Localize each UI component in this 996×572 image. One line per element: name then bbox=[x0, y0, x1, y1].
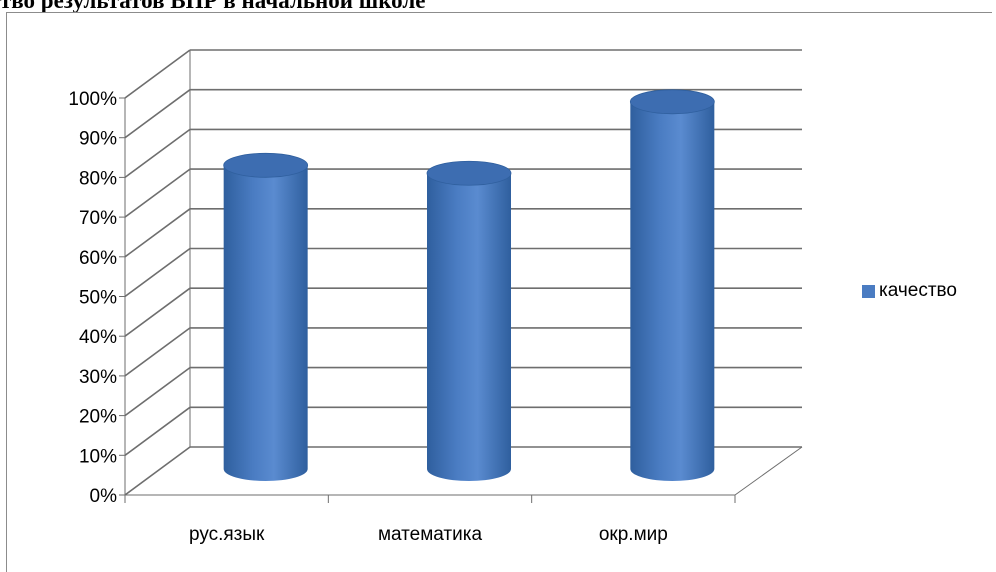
x-tick-label: окр.мир bbox=[599, 524, 668, 545]
gridline-diagonal bbox=[124, 49, 191, 99]
floor-right-edge bbox=[734, 446, 803, 496]
y-tick-label: 90% bbox=[79, 129, 117, 150]
y-tick-label: 60% bbox=[79, 248, 117, 269]
y-tick-label: 10% bbox=[79, 446, 117, 467]
y-tick-label: 30% bbox=[79, 367, 117, 388]
y-tick-label: 20% bbox=[79, 407, 117, 428]
gridline-diagonal bbox=[124, 89, 191, 139]
chart-frame bbox=[6, 12, 992, 572]
gridline-diagonal bbox=[124, 446, 191, 496]
chart-title: тво результатов ВПР в начальной школе bbox=[0, 0, 426, 13]
y-tick-label: 0% bbox=[90, 486, 118, 507]
bar bbox=[223, 165, 308, 481]
gridline-diagonal bbox=[124, 247, 191, 298]
bar bbox=[427, 173, 511, 481]
bar bbox=[630, 101, 715, 482]
y-tick-label: 70% bbox=[79, 208, 117, 229]
bar-top bbox=[426, 160, 512, 186]
gridline-diagonal bbox=[124, 208, 191, 258]
gridline-diagonal bbox=[124, 128, 191, 179]
y-tick-label: 40% bbox=[79, 327, 117, 348]
gridline-diagonal bbox=[124, 406, 191, 456]
bar-top bbox=[223, 152, 309, 178]
x-tick-label: математика bbox=[378, 524, 483, 545]
gridline-diagonal bbox=[124, 287, 191, 337]
gridline-diagonal bbox=[124, 366, 191, 417]
legend-swatch bbox=[862, 284, 875, 298]
gridline-diagonal bbox=[124, 168, 191, 218]
gridline-diagonal bbox=[124, 327, 191, 377]
y-tick-label: 100% bbox=[68, 89, 117, 110]
y-tick-label: 80% bbox=[79, 168, 117, 189]
legend: качество bbox=[862, 280, 957, 302]
legend-label: качество bbox=[879, 280, 957, 301]
y-tick-label: 50% bbox=[79, 288, 117, 309]
x-tick-label: рус.язык bbox=[189, 524, 265, 545]
bar-top bbox=[629, 89, 715, 115]
